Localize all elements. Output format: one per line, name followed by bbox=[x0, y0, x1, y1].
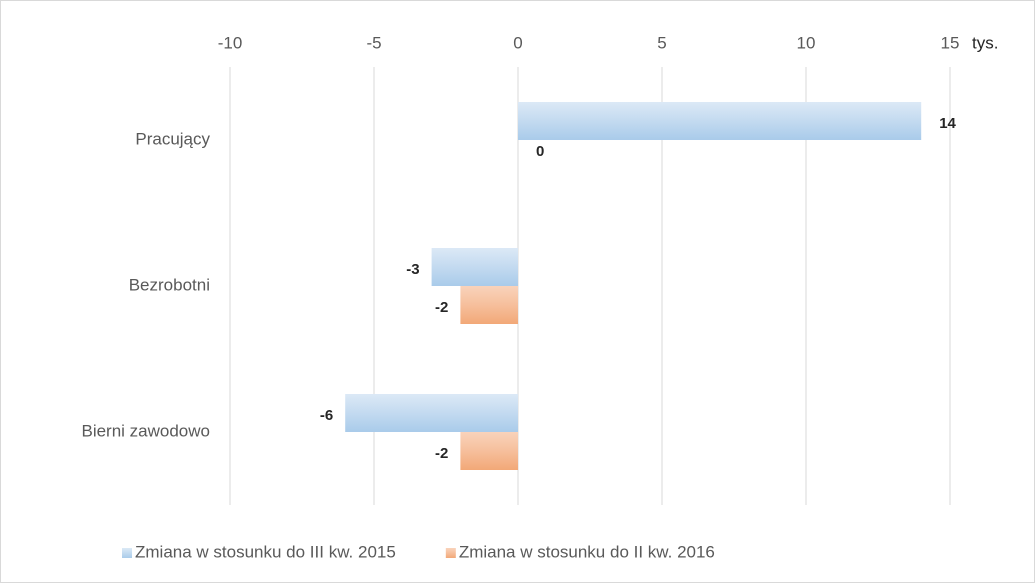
y-tick-label: Bezrobotni bbox=[129, 275, 210, 294]
value-label: 14 bbox=[939, 115, 956, 132]
x-tick-label: 15 bbox=[941, 33, 960, 52]
x-tick-label: -5 bbox=[366, 33, 381, 52]
bar bbox=[345, 394, 518, 432]
value-label: -3 bbox=[406, 261, 419, 278]
bar bbox=[518, 102, 922, 140]
value-label: -2 bbox=[435, 299, 448, 316]
value-label: 0 bbox=[536, 143, 544, 160]
legend-label: Zmiana w stosunku do II kw. 2016 bbox=[459, 542, 715, 561]
legend-swatch bbox=[445, 548, 456, 558]
y-tick-label: Bierni zawodowo bbox=[81, 421, 210, 440]
y-tick-label: Pracujący bbox=[135, 129, 210, 148]
x-tick-label: -10 bbox=[218, 33, 243, 52]
x-unit: tys. bbox=[972, 33, 998, 52]
value-label: -2 bbox=[435, 445, 448, 462]
legend-swatch bbox=[122, 548, 132, 558]
x-tick-label: 0 bbox=[513, 33, 522, 52]
legend-label: Zmiana w stosunku do III kw. 2015 bbox=[135, 542, 396, 561]
value-label: -6 bbox=[320, 407, 333, 424]
bar bbox=[460, 432, 518, 470]
x-tick-label: 10 bbox=[797, 33, 816, 52]
x-tick-label: 5 bbox=[657, 33, 666, 52]
bar bbox=[431, 248, 518, 286]
bar bbox=[460, 286, 518, 324]
